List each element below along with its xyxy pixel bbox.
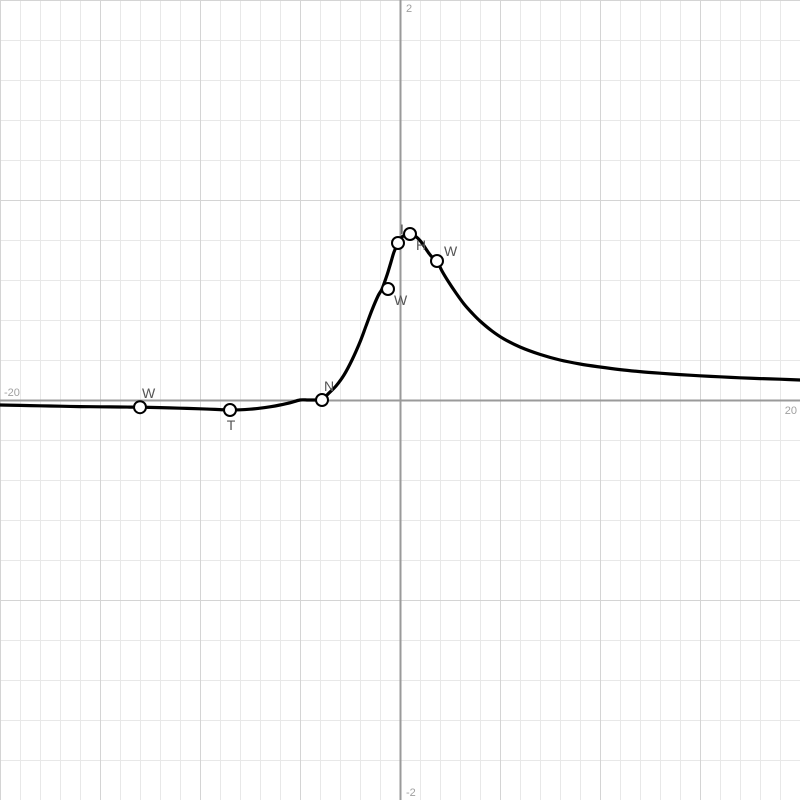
marker-dot[interactable]	[315, 393, 329, 407]
annotation-markers[interactable]: W T N W IH W	[133, 221, 458, 433]
annotation-marker-w-0[interactable]: W	[133, 385, 156, 415]
marker-dot[interactable]	[223, 403, 237, 417]
x-axis-min-label: -20	[4, 387, 20, 399]
marker-label: H	[416, 237, 426, 253]
axis-tick-labels: -20 20 2 -2	[4, 3, 797, 799]
marker-dot[interactable]	[391, 236, 405, 250]
marker-dot[interactable]	[403, 227, 417, 241]
marker-label: N	[324, 378, 334, 394]
y-axis-max-label: 2	[406, 3, 412, 15]
curve-series	[0, 232, 800, 412]
annotation-marker-h-5[interactable]: H	[403, 227, 426, 253]
marker-dot[interactable]	[381, 282, 395, 296]
annotation-marker-w-3[interactable]: W	[381, 282, 408, 308]
annotation-marker-t-1[interactable]: T	[223, 403, 237, 433]
marker-label: I	[400, 221, 404, 237]
marker-label: W	[394, 292, 408, 308]
annotation-marker-n-2[interactable]: N	[315, 378, 334, 407]
annotation-marker-w-6[interactable]: W	[430, 243, 458, 268]
marker-label: W	[142, 385, 156, 401]
x-axis-max-label: 20	[785, 405, 797, 417]
marker-dot[interactable]	[430, 254, 444, 268]
y-axis-min-label: -2	[406, 787, 416, 799]
annotation-marker-i-4[interactable]: I	[391, 221, 405, 250]
marker-dot[interactable]	[133, 400, 147, 415]
marker-label: W	[444, 243, 458, 259]
marker-label: T	[227, 417, 236, 433]
curve-path	[0, 232, 800, 412]
